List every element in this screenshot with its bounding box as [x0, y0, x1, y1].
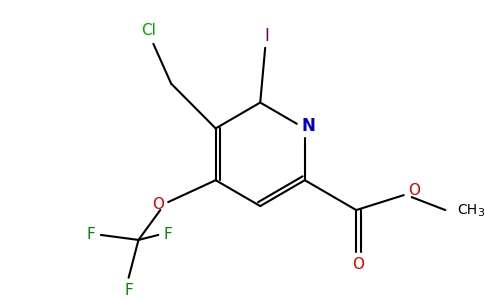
- Text: F: F: [164, 227, 173, 242]
- Text: O: O: [408, 183, 420, 198]
- Text: Cl: Cl: [141, 23, 156, 38]
- Text: 3: 3: [477, 208, 484, 218]
- Text: I: I: [265, 27, 270, 45]
- Text: CH: CH: [457, 203, 477, 217]
- Text: O: O: [152, 196, 164, 211]
- Text: N: N: [302, 117, 316, 135]
- Text: O: O: [352, 257, 364, 272]
- Text: F: F: [87, 227, 95, 242]
- Text: F: F: [124, 283, 133, 298]
